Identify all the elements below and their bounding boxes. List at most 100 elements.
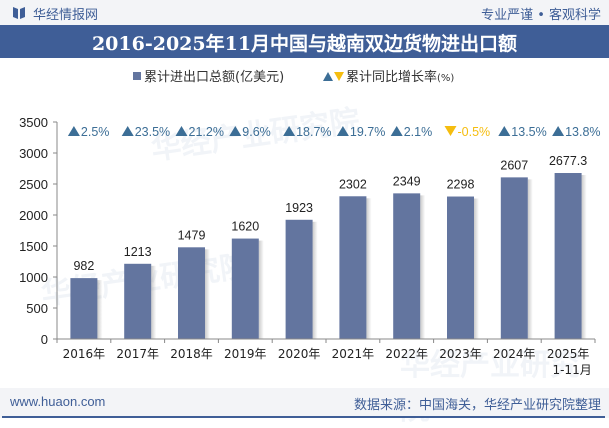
y-tick-label: 3500 [19, 115, 48, 130]
brand-name: 华经情报网 [33, 8, 99, 23]
growth-label: 9.6% [229, 125, 271, 139]
bar-swatch-icon [133, 72, 141, 80]
bar [178, 247, 205, 339]
x-tick-label-line: 2020年 [278, 347, 321, 361]
x-tick-label: 2022年 [385, 347, 428, 361]
x-tick-label: 2016年 [63, 347, 106, 361]
x-tick-label: 2019年 [224, 347, 267, 361]
growth-value: -0.5% [458, 125, 491, 139]
growth-value: 18.7% [296, 125, 331, 139]
bar [339, 196, 367, 339]
x-tick-label-line: 2021年 [332, 347, 375, 361]
growth-value: 13.5% [511, 125, 546, 139]
bar-value-label: 2302 [339, 177, 367, 191]
growth-label: 23.5% [121, 125, 170, 139]
x-tick-label-line: 2017年 [116, 347, 159, 361]
x-tick-label: 2023年 [439, 347, 482, 361]
logo-icon [13, 7, 25, 19]
bar-shadow [581, 175, 587, 339]
triangle-down-icon [334, 72, 344, 81]
bar-value-label: 982 [73, 259, 94, 273]
top-bar: 华经情报网 专业严谨 • 客观科学 [0, 0, 609, 25]
triangle-up-icon [121, 126, 134, 136]
triangle-up-icon [283, 126, 296, 136]
growth-label: 19.7% [336, 125, 385, 139]
bar-chart: 0 500 1000 1500 2000 2500 3000 3500 982 1213 1479… [19, 115, 601, 377]
bar [70, 278, 98, 339]
bar-value-label: 1620 [231, 220, 259, 234]
y-tick-label: 2500 [19, 177, 48, 192]
x-tick-label-line: 2016年 [63, 347, 106, 361]
triangle-up-icon [498, 126, 511, 136]
bar-shadow [312, 221, 318, 339]
x-tick-label-line: 1-11月 [552, 363, 591, 377]
bar [447, 196, 474, 339]
bar-value-label: 2298 [447, 178, 475, 192]
x-tick-label: 2025年 1-11月 [547, 347, 592, 377]
bar [393, 193, 421, 339]
y-tick-label: 3000 [19, 146, 48, 161]
bar-shadow [474, 198, 479, 339]
triangle-up-icon [67, 126, 80, 136]
bar-shadow [205, 249, 210, 339]
legend-label-unit: (%) [437, 73, 455, 84]
bar-shadow [366, 198, 372, 339]
x-tick-label: 2017年 [116, 347, 159, 361]
y-tick-label: 500 [26, 301, 48, 316]
growth-value: 21.2% [189, 125, 224, 139]
x-tick-label-line: 2025年 [547, 347, 590, 361]
growth-value: 9.6% [242, 125, 270, 139]
x-tick-label: 2024年 [493, 347, 536, 361]
bar-value-label: 1479 [178, 228, 206, 242]
triangle-up-icon [390, 126, 403, 136]
growth-label: 2.1% [390, 125, 433, 139]
x-tick-label: 2020年 [278, 347, 321, 361]
legend-item-growth: 累计同比增长率(%) [323, 66, 454, 85]
y-tick-label: 0 [41, 332, 48, 347]
footer: www.huaon.com 数据来源：中国海关，华经产业研究院整理 [0, 388, 609, 418]
x-tick-label-line: 2018年 [170, 347, 213, 361]
growth-label: 18.7% [283, 125, 332, 139]
legend-item-total: 累计进出口总额(亿美元) [133, 66, 284, 85]
bar-value-label: 1213 [124, 245, 152, 259]
x-tick-label: 2021年 [332, 347, 375, 361]
x-axis: 2016年 2017年 2018年 2019年 2020年 2021年 2022年 2023年… [56, 338, 596, 377]
bar [124, 263, 152, 339]
growth-value: 19.7% [350, 125, 385, 139]
bars: 982 1213 1479 1620 1923 2302 2349 2298 2607 2677.… [70, 154, 587, 339]
bar-shadow [97, 280, 103, 339]
growth-value: 2.5% [81, 125, 110, 139]
triangle-down-icon [444, 126, 457, 136]
data-source: 数据来源：中国海关，华经产业研究院整理 [353, 398, 601, 413]
legend-label-total: 累计进出口总额(亿美元) [144, 70, 285, 85]
growth-value: 2.1% [404, 125, 433, 139]
y-tick-label: 1500 [19, 239, 48, 254]
growth-label: 21.2% [175, 125, 224, 139]
slogan: 专业严谨 • 客观科学 [481, 8, 601, 23]
triangle-up-icon [323, 72, 333, 81]
website-link[interactable]: www.huaon.com [10, 394, 106, 409]
x-tick-label-line: 2023年 [439, 347, 482, 361]
y-tick-label: 2000 [19, 208, 48, 223]
bar-shadow [258, 240, 264, 339]
bar-value-label: 1923 [285, 201, 313, 215]
bar-shadow [527, 179, 533, 339]
x-tick-label: 2018年 [170, 347, 213, 361]
bar-shadow [151, 265, 157, 339]
y-tick-label: 1000 [19, 270, 48, 285]
growth-label: 13.8% [552, 125, 601, 139]
bar-value-label: 2607 [500, 158, 528, 172]
bar [285, 219, 313, 339]
growth-value: 23.5% [135, 125, 170, 139]
x-tick-label-line: 2024年 [493, 347, 536, 361]
x-tick-label-line: 2022年 [385, 347, 428, 361]
growth-label: 13.5% [498, 125, 547, 139]
triangle-up-icon [229, 126, 242, 136]
growth-label: 2.5% [67, 125, 110, 139]
bar-value-label: 2349 [393, 174, 421, 188]
y-axis: 0 500 1000 1500 2000 2500 3000 3500 [19, 115, 58, 347]
growth-labels: 2.5% 23.5% 21.2% 9.6% 18.7% 19.7% 2.1% -0.5% 13.… [67, 125, 601, 139]
chart-title: 2016-2025年11月中国与越南双边货物进出口额 [91, 33, 518, 55]
triangle-up-icon [175, 126, 188, 136]
bar [231, 238, 259, 339]
